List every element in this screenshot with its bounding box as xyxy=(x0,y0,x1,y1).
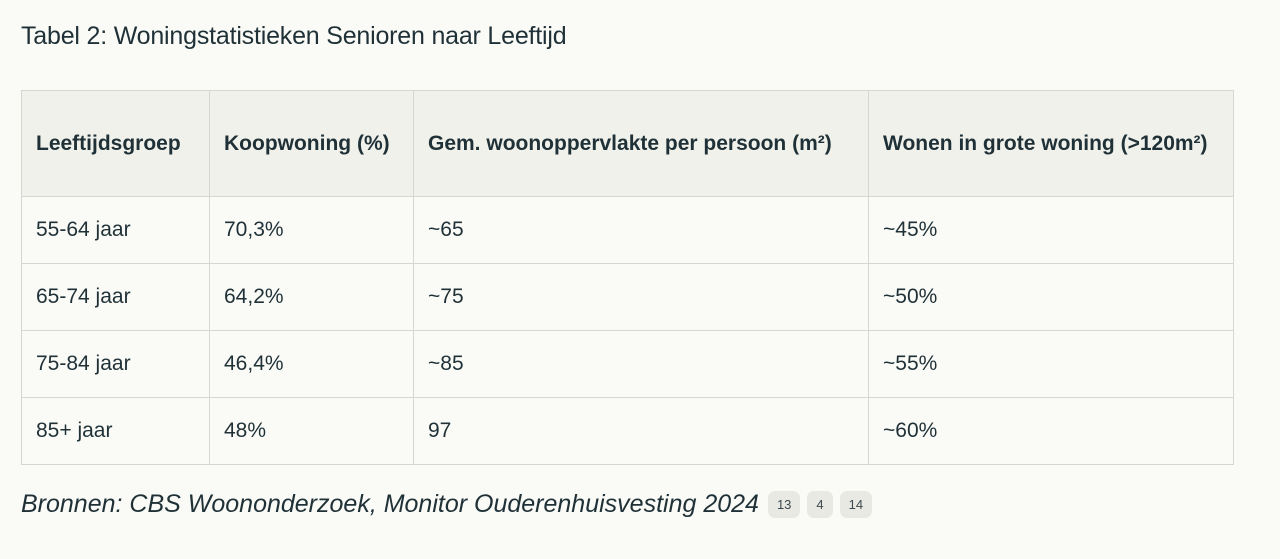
citation-badge[interactable]: 13 xyxy=(767,491,801,518)
table-title: Tabel 2: Woningstatistieken Senioren naa… xyxy=(21,22,567,50)
table-body: 55-64 jaar 70,3% ~65 ~45% 65-74 jaar 64,… xyxy=(21,196,1234,465)
cell-age-group: 55-64 jaar xyxy=(21,196,210,264)
header-age-group: Leeftijdsgroep xyxy=(21,90,210,197)
citation-badge[interactable]: 4 xyxy=(807,491,833,518)
header-owner-occupied: Koopwoning (%) xyxy=(209,90,414,197)
cell-large-home: ~45% xyxy=(868,196,1234,264)
cell-owner-occupied: 48% xyxy=(209,397,414,465)
header-living-area: Gem. woonoppervlakte per persoon (m²) xyxy=(413,90,869,197)
sources-line: Bronnen: CBS Woononderzoek, Monitor Oude… xyxy=(21,490,873,519)
header-large-home: Wonen in grote woning (>120m²) xyxy=(868,90,1234,197)
citation-badge[interactable]: 14 xyxy=(839,491,873,518)
statistics-table-container: Leeftijdsgroep Koopwoning (%) Gem. woono… xyxy=(21,90,1234,465)
cell-age-group: 85+ jaar xyxy=(21,397,210,465)
table-row: 55-64 jaar 70,3% ~65 ~45% xyxy=(21,196,1234,264)
cell-owner-occupied: 70,3% xyxy=(209,196,414,264)
cell-living-area: ~65 xyxy=(413,196,869,264)
header-row: Leeftijdsgroep Koopwoning (%) Gem. woono… xyxy=(21,90,1234,197)
cell-age-group: 75-84 jaar xyxy=(21,330,210,398)
cell-living-area: 97 xyxy=(413,397,869,465)
cell-living-area: ~75 xyxy=(413,263,869,331)
table-header: Leeftijdsgroep Koopwoning (%) Gem. woono… xyxy=(21,90,1234,197)
cell-large-home: ~60% xyxy=(868,397,1234,465)
cell-owner-occupied: 64,2% xyxy=(209,263,414,331)
sources-text: Bronnen: CBS Woononderzoek, Monitor Oude… xyxy=(21,490,759,518)
table-row: 85+ jaar 48% 97 ~60% xyxy=(21,397,1234,465)
cell-owner-occupied: 46,4% xyxy=(209,330,414,398)
table-row: 65-74 jaar 64,2% ~75 ~50% xyxy=(21,263,1234,331)
cell-age-group: 65-74 jaar xyxy=(21,263,210,331)
cell-large-home: ~55% xyxy=(868,330,1234,398)
cell-living-area: ~85 xyxy=(413,330,869,398)
table-row: 75-84 jaar 46,4% ~85 ~55% xyxy=(21,330,1234,398)
cell-large-home: ~50% xyxy=(868,263,1234,331)
statistics-table: Leeftijdsgroep Koopwoning (%) Gem. woono… xyxy=(21,90,1234,465)
